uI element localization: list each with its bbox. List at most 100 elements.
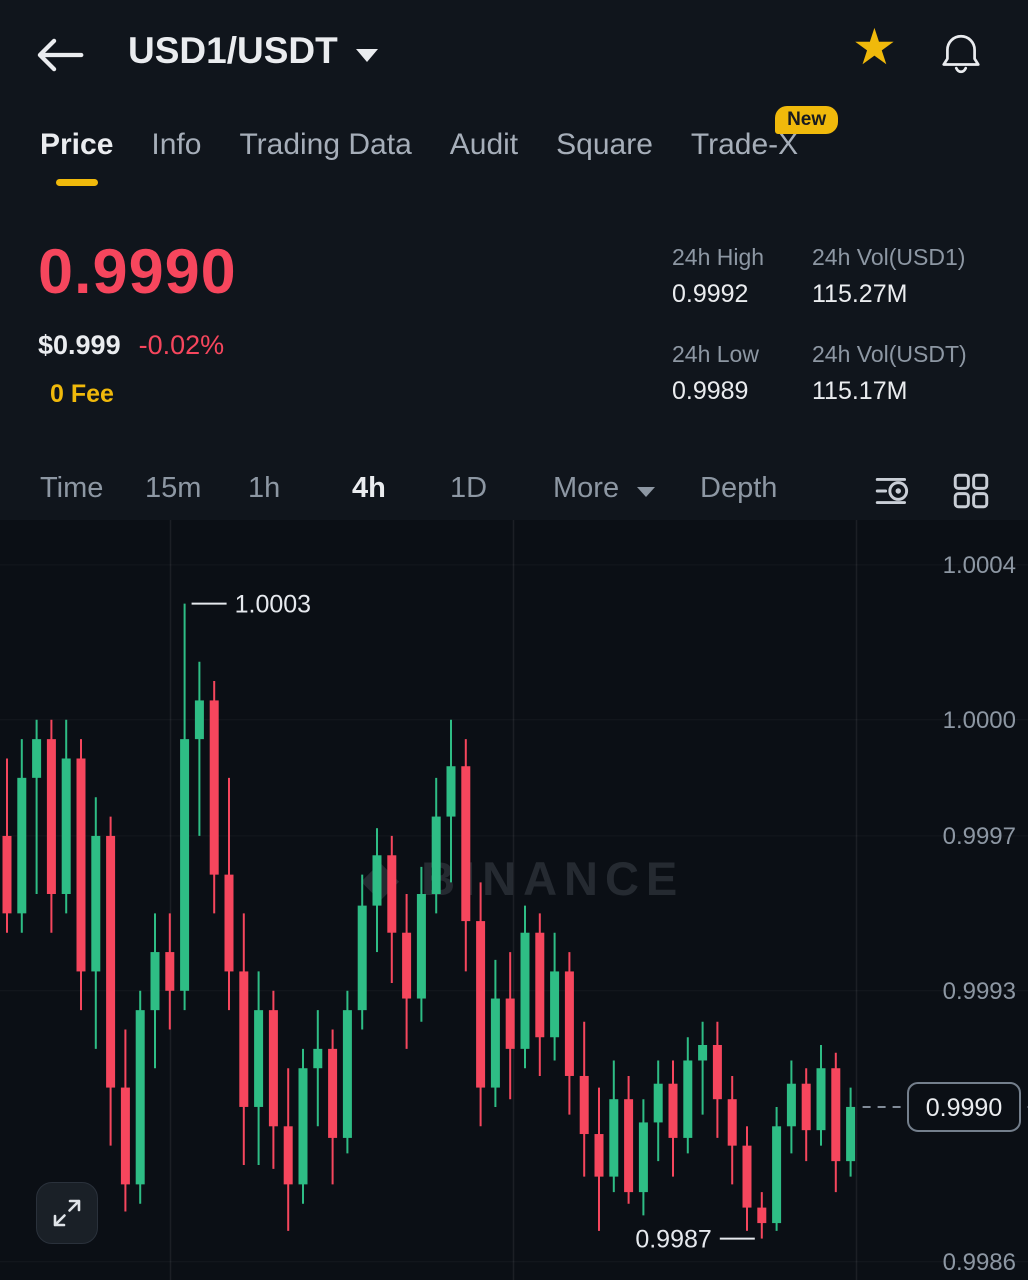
candle-body bbox=[32, 739, 42, 778]
stat-label: 24h High bbox=[672, 244, 765, 270]
candle-body bbox=[165, 952, 175, 991]
candle-body bbox=[254, 1010, 264, 1107]
candle-body bbox=[283, 1126, 293, 1185]
candle-body bbox=[135, 1010, 145, 1185]
candlestick-chart[interactable]: 1.0003 0.9987 0.9990 1.0004 1.0000 0.9997 0.99… bbox=[0, 520, 1028, 1280]
grid-icon bbox=[953, 473, 989, 509]
chevron-down-icon bbox=[355, 48, 378, 62]
candle-body bbox=[416, 893, 426, 999]
stat-24h-vol-base: 24h Vol(USD1) 115.27M bbox=[812, 244, 967, 309]
candle-body bbox=[683, 1060, 693, 1138]
chevron-down-icon bbox=[637, 487, 656, 497]
timeframe-more-label: More bbox=[553, 472, 620, 504]
candle-body bbox=[328, 1048, 338, 1138]
expand-arrows-icon bbox=[53, 1199, 81, 1227]
stat-value: 115.17M bbox=[812, 377, 908, 405]
stat-value: 0.9992 bbox=[672, 280, 749, 308]
tab-info-label: Info bbox=[151, 128, 202, 161]
tab-square-label: Square bbox=[556, 128, 653, 161]
timeframe-bar: Time 15m 1h 4h 1D More Depth bbox=[0, 468, 1028, 518]
y-axis-label: 0.9986 bbox=[943, 1249, 1016, 1276]
candle-body bbox=[209, 700, 219, 875]
candle-body bbox=[831, 1068, 841, 1162]
bell-icon bbox=[942, 34, 980, 74]
low-annotation-label: 0.9987 bbox=[635, 1226, 711, 1254]
candle-body bbox=[76, 758, 86, 972]
candle-body bbox=[550, 971, 560, 1038]
tab-trading-data-label: Trading Data bbox=[239, 128, 412, 161]
indicator-search-icon bbox=[875, 477, 909, 505]
tab-info[interactable]: Info bbox=[151, 128, 201, 186]
candle-body bbox=[579, 1075, 589, 1135]
candle-body bbox=[61, 758, 71, 894]
candle-body bbox=[846, 1106, 856, 1162]
timeframe-1d[interactable]: 1D bbox=[450, 472, 488, 504]
candle-body bbox=[535, 932, 545, 1038]
candle-body bbox=[2, 835, 12, 914]
candle-body bbox=[520, 932, 530, 1049]
current-price-label: 0.9990 bbox=[926, 1094, 1002, 1122]
candle-body bbox=[476, 921, 486, 1088]
candle-body bbox=[801, 1083, 811, 1131]
tab-audit[interactable]: Audit bbox=[450, 128, 518, 186]
pair-selector[interactable]: USD1/USDT bbox=[128, 30, 378, 72]
timeframe-4h[interactable]: 4h bbox=[352, 472, 386, 504]
timeframe-time[interactable]: Time bbox=[40, 472, 104, 504]
candle-body bbox=[46, 739, 56, 894]
candle-body bbox=[816, 1068, 826, 1131]
candle-body bbox=[594, 1134, 604, 1177]
fullscreen-button[interactable] bbox=[36, 1182, 98, 1244]
stat-value: 0.9989 bbox=[672, 377, 749, 405]
candle-body bbox=[490, 998, 500, 1088]
candle-body bbox=[446, 766, 456, 817]
stat-label: 24h Vol(USDT) bbox=[812, 341, 967, 367]
favorite-star-button[interactable]: ★ bbox=[852, 19, 897, 75]
candle-body bbox=[727, 1099, 737, 1146]
candle-body bbox=[342, 1010, 352, 1138]
candle-body bbox=[17, 777, 27, 914]
notifications-button[interactable] bbox=[938, 30, 984, 81]
candle-body bbox=[461, 766, 471, 922]
stat-24h-vol-quote: 24h Vol(USDT) 115.17M bbox=[812, 341, 967, 406]
candle-body bbox=[91, 835, 101, 972]
tab-square[interactable]: Square bbox=[556, 128, 653, 186]
back-button[interactable] bbox=[34, 32, 86, 78]
candle-body bbox=[431, 816, 441, 894]
candle-body bbox=[313, 1048, 323, 1069]
candle-body bbox=[357, 905, 367, 1011]
candle-body bbox=[772, 1126, 782, 1224]
tab-price[interactable]: Price bbox=[40, 128, 113, 186]
candle-body bbox=[239, 971, 249, 1107]
y-axis-label: 1.0004 bbox=[943, 552, 1016, 579]
tab-trading-data[interactable]: Trading Data bbox=[239, 128, 411, 186]
timeframe-depth[interactable]: Depth bbox=[700, 472, 778, 504]
new-badge: New bbox=[775, 106, 839, 134]
candle-body bbox=[194, 700, 204, 740]
indicator-settings-button[interactable] bbox=[872, 470, 914, 520]
candle-body bbox=[268, 1010, 278, 1127]
candle-body bbox=[402, 932, 412, 999]
arrow-left-icon bbox=[37, 38, 84, 72]
high-annotation-label: 1.0003 bbox=[235, 591, 311, 619]
pair-title-text: USD1/USDT bbox=[128, 30, 338, 71]
candle-body bbox=[653, 1083, 663, 1123]
tab-price-label: Price bbox=[40, 128, 114, 161]
y-axis-label: 1.0000 bbox=[943, 707, 1016, 734]
y-axis-label: 0.9993 bbox=[943, 978, 1016, 1005]
candle-body bbox=[224, 874, 234, 972]
timeframe-15m[interactable]: 15m bbox=[145, 472, 202, 504]
price-change-percent: -0.02% bbox=[138, 330, 225, 360]
timeframe-1h[interactable]: 1h bbox=[248, 472, 281, 504]
chart-area: ◆ BINANCE 1.0003 0.9987 0.9990 1.0004 1.0000… bbox=[0, 520, 1028, 1280]
candle-body bbox=[150, 952, 160, 1011]
candle-body bbox=[387, 855, 397, 933]
chart-layout-button[interactable] bbox=[950, 470, 992, 520]
stat-value: 115.27M bbox=[812, 280, 908, 308]
current-price-box bbox=[907, 1081, 1021, 1132]
tab-audit-label: Audit bbox=[449, 128, 519, 161]
candle-body bbox=[609, 1099, 619, 1177]
tab-trade-x[interactable]: Trade-X New bbox=[691, 106, 839, 186]
candle-body bbox=[668, 1083, 678, 1138]
fiat-price: $0.999 bbox=[38, 330, 121, 360]
timeframe-more-dropdown[interactable]: More bbox=[553, 472, 656, 505]
